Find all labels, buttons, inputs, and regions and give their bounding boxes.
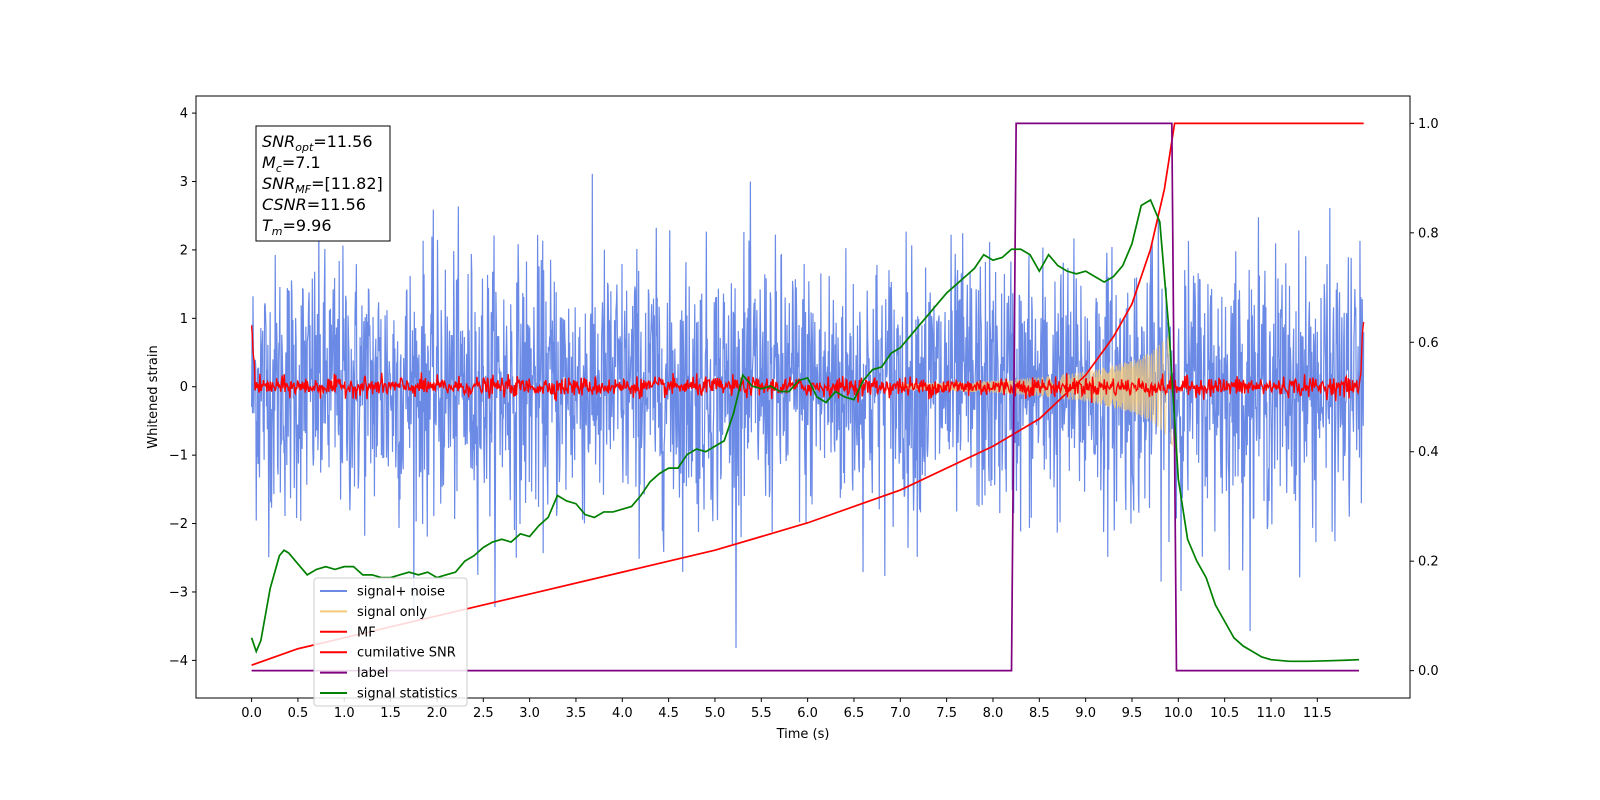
snr-info-line: Tm=9.96 <box>262 216 332 238</box>
legend-label-signal-statistics: signal statistics <box>357 687 458 702</box>
y-tick-label: 0 <box>180 380 188 395</box>
x-tick-label: 7.0 <box>890 706 911 721</box>
y-axis-label: Whitened strain <box>146 345 161 448</box>
legend-label-cumilative-snr: cumilative SNR <box>357 646 456 661</box>
y-tick-label: −4 <box>169 654 188 669</box>
snr-info-line: Mc=7.1 <box>262 153 321 175</box>
x-tick-label: 11.5 <box>1303 706 1332 721</box>
y-tick-label: −3 <box>169 585 188 600</box>
x-axis-label: Time (s) <box>776 727 830 742</box>
y-tick-label: −2 <box>169 517 188 532</box>
y-tick-label: 3 <box>180 175 188 190</box>
y-tick-label: 2 <box>180 243 188 258</box>
legend-label-signal-noise: signal+ noise <box>357 585 445 600</box>
x-tick-label: 3.5 <box>566 706 587 721</box>
series-mf <box>250 321 1365 403</box>
snr-info-box-frame <box>255 125 391 242</box>
x-tick-label: 2.0 <box>427 706 448 721</box>
x-tick-label: 0.5 <box>288 706 309 721</box>
x-tick-label: 1.0 <box>334 706 355 721</box>
x-tick-label: 10.5 <box>1210 706 1239 721</box>
snr-info-line: SNRopt=11.56 <box>262 132 373 154</box>
x-tick-label: 9.0 <box>1075 706 1096 721</box>
x-tick-label: 6.0 <box>797 706 818 721</box>
signal-noise-layer <box>251 173 1365 649</box>
x-tick-label: 5.5 <box>751 706 772 721</box>
mf-layer <box>250 321 1365 403</box>
x-tick-label: 6.5 <box>844 706 865 721</box>
x-tick-label: 4.0 <box>612 706 633 721</box>
x-axis-ticks: 0.0 0.5 1.0 1.5 2.0 2.5 3.0 3.5 4.0 4.5 5.0 5.5 6.0 6… <box>241 698 1332 721</box>
x-tick-label: 1.5 <box>380 706 401 721</box>
legend: signal+ noise signal only MF cumilative SNR… <box>313 577 468 707</box>
snr-info-box: SNRopt=11.56Mc=7.1SNRMF=[11.82]CSNR=11.5… <box>255 125 391 242</box>
series-signal-noise <box>251 173 1365 649</box>
x-tick-label: 11.0 <box>1257 706 1286 721</box>
x-tick-label: 10.0 <box>1164 706 1193 721</box>
x-tick-label: 3.0 <box>519 706 540 721</box>
x-tick-label: 8.0 <box>983 706 1004 721</box>
x-tick-label: 7.5 <box>936 706 957 721</box>
x-tick-label: 9.5 <box>1122 706 1143 721</box>
y-tick-label: 4 <box>180 107 188 122</box>
x-tick-label: 5.0 <box>705 706 726 721</box>
y2-tick-label: 0.0 <box>1418 664 1439 679</box>
y2-tick-label: 0.2 <box>1418 555 1439 570</box>
y2-tick-label: 1.0 <box>1418 117 1439 132</box>
x-tick-label: 0.0 <box>241 706 262 721</box>
x-tick-label: 8.5 <box>1029 706 1050 721</box>
y2-tick-label: 0.8 <box>1418 226 1439 241</box>
plot-frame <box>195 95 1411 699</box>
x-tick-label: 4.5 <box>658 706 679 721</box>
series-label <box>251 122 1360 672</box>
snr-info-line: SNRMF=[11.82] <box>262 174 383 196</box>
x-tick-label: 2.5 <box>473 706 494 721</box>
legend-label-label: label <box>357 666 388 681</box>
y2-tick-label: 0.6 <box>1418 336 1439 351</box>
legend-frame <box>313 577 468 707</box>
legend-label-signal-only: signal only <box>357 605 427 620</box>
legend-label-mf: MF <box>357 625 376 640</box>
y2-axis-ticks: 1.0 0.8 0.6 0.4 0.2 0.0 <box>1410 117 1439 679</box>
y-axis-ticks: 4 3 2 1 0 −1 −2 −3 −4 <box>169 107 196 669</box>
y2-tick-label: 0.4 <box>1418 445 1439 460</box>
snr-info-line: CSNR=11.56 <box>262 195 366 214</box>
y-tick-label: −1 <box>169 449 188 464</box>
y-tick-label: 1 <box>180 312 188 327</box>
series-signal-statistics <box>250 198 1360 663</box>
